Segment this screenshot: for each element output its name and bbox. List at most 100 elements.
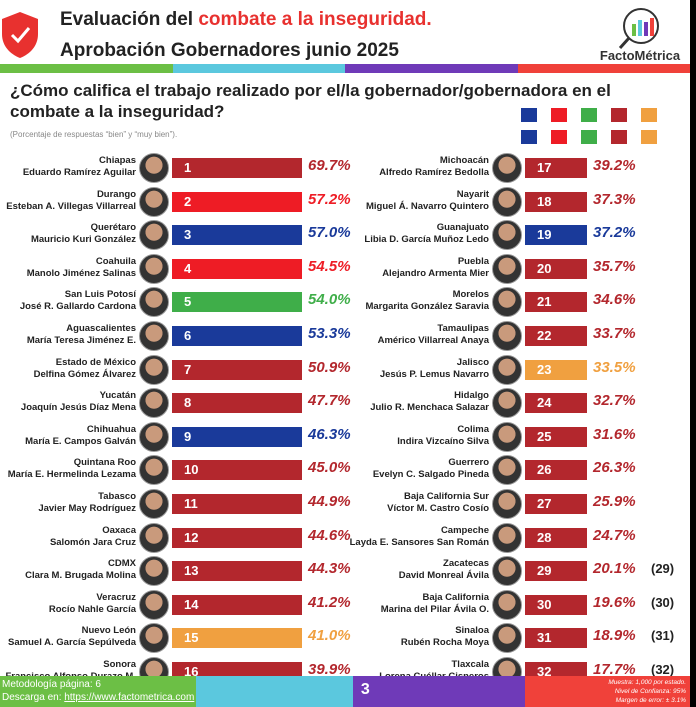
rank-label: 10 <box>184 462 199 478</box>
legend-swatch-pan <box>521 130 537 144</box>
governor-photo <box>139 253 169 284</box>
bar: 1 <box>172 158 302 178</box>
value-label: 17.7% <box>593 661 636 678</box>
state-label: Baja California <box>422 591 489 603</box>
rank-label: 21 <box>537 294 552 310</box>
state-label: Campeche <box>440 524 489 536</box>
rank-label: 28 <box>537 529 552 545</box>
row-labels: Zacatecas David Monreal Ávila <box>399 558 489 582</box>
state-label: Zacatecas <box>443 558 489 570</box>
bar: 24 <box>525 393 587 414</box>
governor-label: Salomón Jara Cruz <box>49 536 136 548</box>
value-label: 44.6% <box>308 526 351 544</box>
state-label: Yucatán <box>99 390 136 402</box>
row-labels: Sinaloa Rubén Rocha Moya <box>401 625 489 649</box>
row-labels: Guanajuato Libia D. García Muñoz Ledo <box>364 222 489 246</box>
bar: 14 <box>172 594 302 615</box>
value-label: 53.3% <box>308 325 351 342</box>
value-label: 46.3% <box>308 425 351 443</box>
governor-photo <box>492 220 522 251</box>
row-labels: Coahuila Manolo Jiménez Salinas <box>27 256 136 280</box>
value-label: 37.3% <box>593 190 636 208</box>
state-label: Estado de México <box>55 356 136 368</box>
state-label: Sonora <box>103 659 136 670</box>
state-label: Michoacán <box>439 155 489 166</box>
state-label: Guerrero <box>448 457 489 469</box>
row-labels: Nayarit Miguel Á. Navarro Quintero <box>366 189 489 213</box>
download-label: Descarga en: <box>2 692 65 703</box>
value-label: 69.7% <box>308 157 351 174</box>
outside-rank-label: (29) <box>651 561 675 577</box>
question: ¿Cómo califica el trabajo realizado por … <box>10 81 611 121</box>
sample: Muestra: 1,000 por estado. <box>608 679 686 686</box>
row-labels: San Luis Potosí José R. Gallardo Cardona <box>20 289 136 313</box>
state-label: Quintana Roo <box>73 457 136 469</box>
rank-label: 5 <box>184 294 192 310</box>
governor-photo <box>492 489 522 519</box>
state-label: Guanajuato <box>436 222 489 234</box>
governor-photo <box>139 455 169 486</box>
value-label: 54.0% <box>308 291 351 309</box>
governor-label: Esteban A. Villegas Villarreal <box>6 200 136 212</box>
rank-label: 25 <box>537 428 552 444</box>
rank-label: 9 <box>184 428 192 444</box>
row-labels: Morelos Margarita González Saravia <box>365 289 489 313</box>
governor-photo <box>492 556 522 587</box>
governor-photo <box>492 589 522 620</box>
state-label: Tamaulipas <box>437 323 489 334</box>
rank-label: 18 <box>537 193 552 209</box>
governor-photo <box>139 489 169 519</box>
governor-label: Alejandro Armenta Mier <box>382 267 489 279</box>
row-labels: Estado de México Delfina Gómez Álvarez <box>34 357 136 381</box>
value-label: 19.6% <box>593 593 636 611</box>
state-label: San Luis Potosí <box>64 289 136 301</box>
bar: 26 <box>525 460 587 481</box>
governor-label: Margarita González Saravia <box>365 301 489 313</box>
rank-label: 16 <box>184 664 199 679</box>
governor-label: Alfredo Ramírez Bedolla <box>379 167 489 178</box>
methodology: Metodología página: 6 <box>2 679 101 690</box>
state-label: Coahuila <box>95 255 136 267</box>
bar: 9 <box>172 426 302 447</box>
row-labels: Quintana Roo María E. Hermelinda Lezama <box>8 457 136 481</box>
governor-label: Marina del Pilar Ávila O. <box>380 603 489 615</box>
state-label: CDMX <box>108 558 136 570</box>
governor-photo <box>139 522 169 553</box>
party-logo-pvem <box>581 108 597 122</box>
bar: 28 <box>525 527 587 548</box>
governor-label: Evelyn C. Salgado Pineda <box>372 469 489 481</box>
row-labels: Michoacán Alfredo Ramírez Bedolla <box>379 155 489 179</box>
rank-label: 14 <box>184 596 199 612</box>
value-label: 25.9% <box>593 493 636 510</box>
legend-swatch-morena <box>611 130 627 144</box>
value-label: 20.1% <box>593 560 636 578</box>
row-labels: Tamaulipas Américo Villarreal Anaya <box>378 323 489 347</box>
governor-photo <box>139 556 169 587</box>
row-labels: Nuevo León Samuel A. García Sepúlveda <box>8 625 136 649</box>
bar: 3 <box>172 225 302 246</box>
state-label: Tlaxcala <box>451 659 490 670</box>
governor-label: Américo Villarreal Anaya <box>377 335 489 346</box>
download-link[interactable]: https://www.factometrica.com <box>64 692 195 703</box>
row-labels: Veracruz Rocío Nahle García <box>49 592 136 616</box>
bar: 18 <box>525 191 587 212</box>
rank-label: 27 <box>537 496 552 511</box>
state-label: Nayarit <box>456 188 489 200</box>
value-label: 35.7% <box>593 257 636 275</box>
row-labels: Aguascalientes María Teresa Jiménez E. <box>27 323 136 347</box>
rank-label: 29 <box>537 563 552 579</box>
rank-label: 31 <box>537 630 552 646</box>
value-label: 57.0% <box>308 224 351 242</box>
governor-label: Javier May Rodríguez <box>38 503 136 514</box>
governor-label: Rubén Rocha Moya <box>400 637 489 649</box>
governor-label: Miguel Á. Navarro Quintero <box>366 200 489 212</box>
governor-label: Delfina Gómez Álvarez <box>33 368 136 380</box>
bar: 12 <box>172 527 302 548</box>
rank-label: 7 <box>184 361 192 377</box>
rank-label: 24 <box>537 395 552 411</box>
governor-photo <box>139 589 169 620</box>
party-logo-pan <box>521 108 537 122</box>
value-label: 32.7% <box>593 392 636 410</box>
governor-label: Clara M. Brugada Molina <box>25 570 136 582</box>
state-label: Morelos <box>452 289 489 301</box>
